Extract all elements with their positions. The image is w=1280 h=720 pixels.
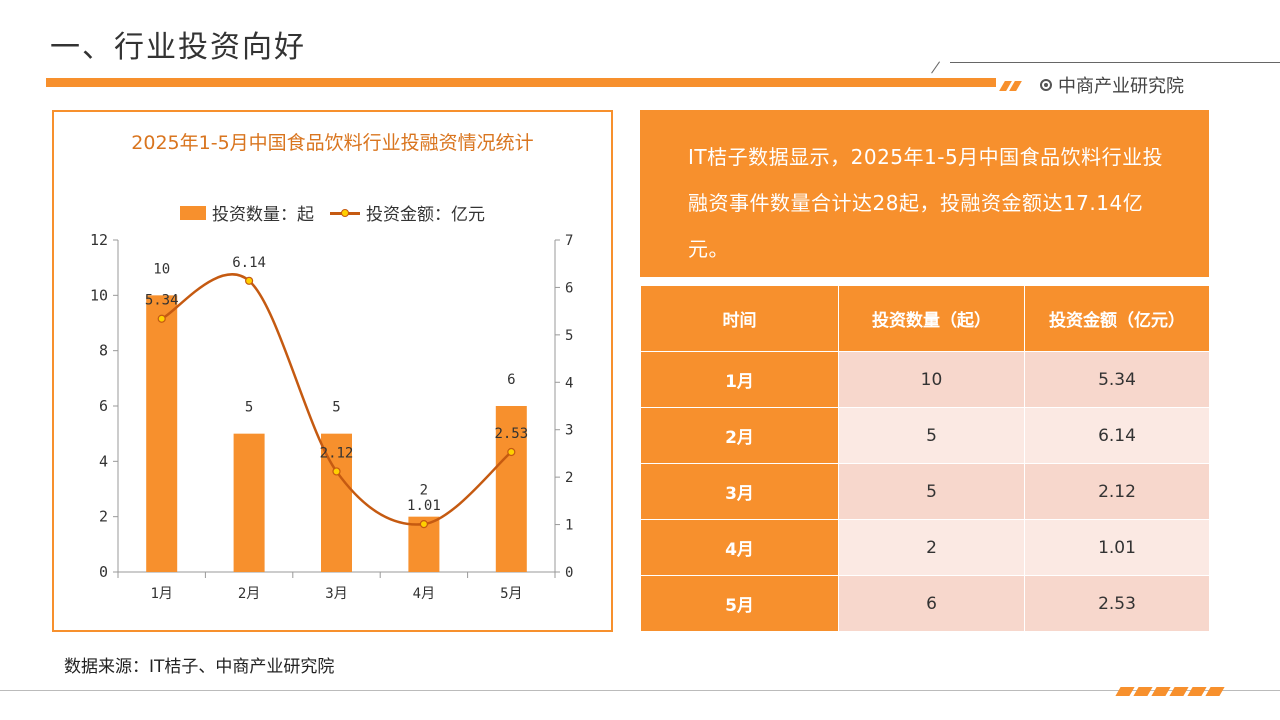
legend-label-count: 投资数量：起 bbox=[212, 205, 314, 225]
x-tick-label: 2月 bbox=[238, 586, 260, 602]
y-left-tick-label: 2 bbox=[99, 508, 108, 526]
header-orange-rule bbox=[46, 78, 996, 87]
line-data-label: 2.12 bbox=[320, 445, 354, 461]
bar bbox=[146, 295, 178, 572]
table-cell-amount: 1.01 bbox=[1024, 519, 1210, 576]
legend-line-swatch bbox=[330, 206, 360, 220]
header-stripes bbox=[999, 76, 1022, 95]
bar bbox=[233, 433, 265, 572]
brand-name: 中商产业研究院 bbox=[1058, 76, 1184, 97]
table-header-month: 时间 bbox=[640, 285, 839, 352]
bar-data-label: 10 bbox=[153, 261, 170, 277]
bar-data-label: 6 bbox=[507, 372, 515, 388]
table-cell-amount: 2.53 bbox=[1024, 575, 1210, 632]
footer-rule bbox=[0, 690, 1280, 691]
table-cell-amount: 6.14 bbox=[1024, 407, 1210, 464]
table-row: 1月 10 5.34 bbox=[640, 351, 1210, 408]
legend-label-amount: 投资金额：亿元 bbox=[366, 205, 485, 225]
table-row: 5月 6 2.53 bbox=[640, 575, 1210, 632]
footer-stripes bbox=[1115, 681, 1226, 700]
brand-logo-icon bbox=[1040, 79, 1052, 91]
table-cell-month: 4月 bbox=[640, 519, 839, 576]
table-header-row: 时间 投资数量（起） 投资金额（亿元） bbox=[640, 285, 1210, 352]
data-table: 时间 投资数量（起） 投资金额（亿元） 1月 10 5.34 2月 5 6.14… bbox=[640, 285, 1210, 632]
line-point bbox=[332, 467, 341, 476]
table-cell-amount: 5.34 bbox=[1024, 351, 1210, 408]
y-left-tick-label: 8 bbox=[99, 342, 108, 360]
header-thin-rule bbox=[950, 62, 1280, 63]
table-cell-month: 2月 bbox=[640, 407, 839, 464]
table-cell-count: 2 bbox=[838, 519, 1025, 576]
table-cell-count: 5 bbox=[838, 407, 1025, 464]
table-row: 4月 2 1.01 bbox=[640, 519, 1210, 576]
y-right-tick-label: 2 bbox=[565, 470, 573, 486]
bar-data-label: 5 bbox=[245, 400, 253, 416]
x-tick-label: 5月 bbox=[500, 586, 522, 602]
data-source: 数据来源：IT桔子、中商产业研究院 bbox=[64, 657, 335, 677]
line-data-label: 6.14 bbox=[232, 255, 266, 271]
x-tick-label: 3月 bbox=[325, 586, 347, 602]
summary-box: IT桔子数据显示，2025年1-5月中国食品饮料行业投融资事件数量合计达28起，… bbox=[640, 110, 1209, 277]
table-cell-month: 1月 bbox=[640, 351, 839, 408]
line-data-label: 2.53 bbox=[494, 426, 528, 442]
bar-data-label: 2 bbox=[420, 483, 428, 499]
page-title: 一、行业投资向好 bbox=[50, 30, 306, 65]
bar-data-label: 5 bbox=[332, 400, 340, 416]
chart-legend: 投资数量：起 投资金额：亿元 bbox=[54, 200, 611, 225]
table-cell-count: 5 bbox=[838, 463, 1025, 520]
legend-item-count: 投资数量：起 bbox=[180, 200, 314, 225]
y-right-tick-label: 5 bbox=[565, 328, 573, 344]
table-cell-count: 10 bbox=[838, 351, 1025, 408]
summary-text: IT桔子数据显示，2025年1-5月中国食品饮料行业投融资事件数量合计达28起，… bbox=[688, 145, 1164, 261]
y-right-tick-label: 6 bbox=[565, 280, 573, 296]
line-point bbox=[245, 276, 254, 285]
line-data-label: 1.01 bbox=[407, 498, 441, 514]
chart-title: 2025年1-5月中国食品饮料行业投融资情况统计 bbox=[131, 132, 534, 154]
y-left-tick-label: 6 bbox=[99, 397, 108, 415]
amount-line bbox=[161, 273, 513, 526]
bar bbox=[321, 433, 352, 572]
bar bbox=[495, 406, 527, 572]
line-point bbox=[419, 519, 428, 529]
line-point bbox=[157, 314, 166, 323]
table-header-amount: 投资金额（亿元） bbox=[1024, 285, 1210, 352]
y-right-tick-label: 7 bbox=[565, 233, 573, 249]
table-row: 3月 5 2.12 bbox=[640, 463, 1210, 520]
brand: 中商产业研究院 bbox=[1040, 72, 1184, 98]
x-tick-label: 4月 bbox=[413, 586, 435, 602]
chart-panel: 2025年1-5月中国食品饮料行业投融资情况统计 投资数量：起 投资金额：亿元 … bbox=[52, 110, 613, 632]
line-point bbox=[507, 447, 516, 457]
y-left-tick-label: 10 bbox=[90, 286, 108, 304]
y-right-tick-label: 4 bbox=[565, 375, 573, 391]
table-row: 2月 5 6.14 bbox=[640, 407, 1210, 464]
table-cell-amount: 2.12 bbox=[1024, 463, 1210, 520]
y-left-tick-label: 0 bbox=[99, 563, 108, 581]
y-right-tick-label: 0 bbox=[565, 565, 573, 581]
legend-item-amount: 投资金额：亿元 bbox=[330, 200, 485, 225]
table-cell-month: 5月 bbox=[640, 575, 839, 632]
y-left-tick-label: 12 bbox=[90, 231, 108, 249]
x-tick-label: 1月 bbox=[150, 586, 172, 602]
table-cell-month: 3月 bbox=[640, 463, 839, 520]
y-right-tick-label: 3 bbox=[565, 423, 573, 439]
y-right-tick-label: 1 bbox=[565, 518, 573, 534]
y-left-tick-label: 4 bbox=[99, 452, 108, 470]
table-header-count: 投资数量（起） bbox=[838, 285, 1025, 352]
line-data-label: 5.34 bbox=[145, 293, 179, 309]
legend-bar-swatch bbox=[180, 205, 206, 220]
table-cell-count: 6 bbox=[838, 575, 1025, 632]
header-thin-slant bbox=[931, 61, 940, 74]
